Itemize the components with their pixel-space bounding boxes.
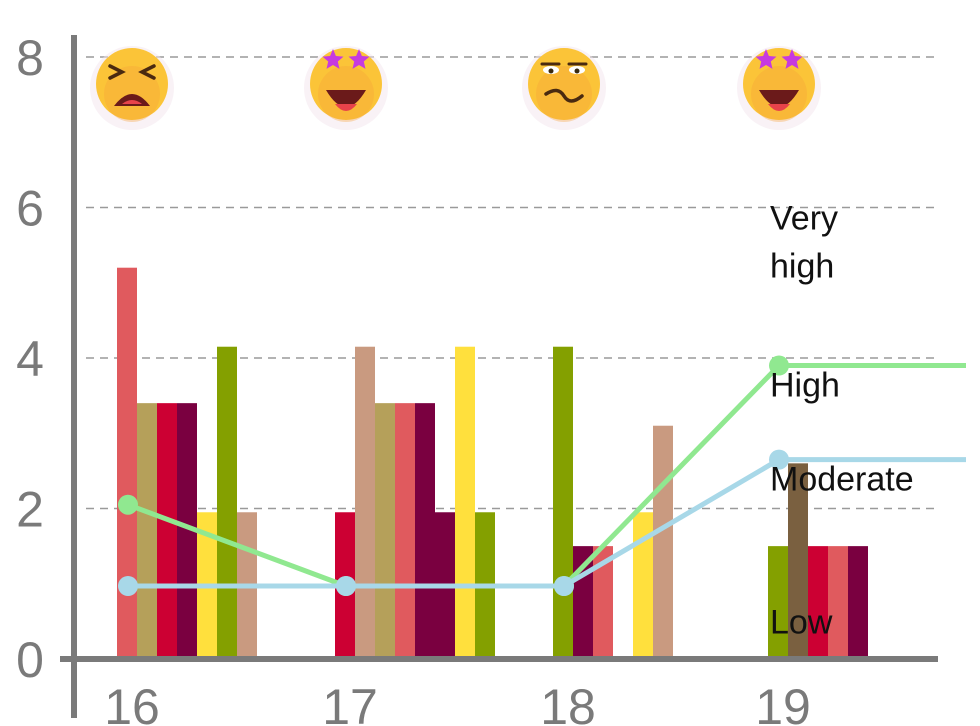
eye (138, 64, 156, 80)
bar (768, 546, 788, 659)
star-eye (755, 49, 777, 69)
bar (157, 403, 177, 659)
bar (848, 546, 868, 659)
bar (633, 512, 653, 659)
level-label: High (770, 366, 840, 404)
y-tick-label: 8 (16, 30, 44, 86)
bar (177, 403, 197, 659)
bar (553, 346, 573, 659)
y-tick-labels: 0 2 4 6 8 (16, 30, 44, 688)
axes (60, 35, 938, 718)
star-eye (322, 49, 344, 69)
series-point (336, 576, 356, 597)
level-label: Low (770, 603, 833, 641)
bar (375, 403, 395, 659)
emoji-face (528, 48, 600, 120)
y-tick-label: 2 (16, 482, 44, 538)
tongue (122, 100, 142, 104)
bar (117, 267, 137, 659)
series-point (769, 449, 789, 470)
series-lines (118, 355, 966, 597)
bars (117, 267, 868, 659)
bar (415, 403, 435, 659)
level-labels: Very high High Moderate Low (770, 199, 914, 641)
mouth (326, 90, 366, 107)
bar (788, 463, 808, 659)
bar (593, 546, 613, 659)
x-tick-label: 17 (322, 679, 378, 726)
bar (455, 346, 475, 659)
emoji-face (96, 48, 168, 120)
emoji-row (90, 46, 821, 130)
y-tick-label: 4 (16, 331, 44, 387)
level-label: Very high (770, 199, 838, 285)
series-point (769, 355, 789, 376)
mouth (759, 90, 799, 107)
eye (108, 64, 126, 80)
tongue (768, 104, 790, 111)
mouth (544, 88, 584, 103)
bar (828, 546, 848, 659)
star-eye (781, 49, 803, 69)
series-point (554, 576, 574, 597)
y-tick-label: 6 (16, 181, 44, 237)
tired-face-icon (90, 46, 174, 130)
bar (137, 403, 157, 659)
bar (355, 346, 375, 659)
bar (217, 346, 237, 659)
star-struck-icon (304, 46, 388, 130)
y-tick-label: 0 (16, 632, 44, 688)
bar (653, 425, 673, 659)
bar (808, 546, 828, 659)
x-tick-labels: 16 17 18 19 (104, 679, 811, 726)
bar (395, 403, 415, 659)
star-struck-icon (737, 46, 821, 130)
star-eye (348, 49, 370, 69)
pupil (548, 68, 554, 74)
pupil (574, 68, 580, 74)
woozy-face-icon (522, 46, 606, 130)
x-tick-label: 16 (104, 679, 160, 726)
x-tick-label: 19 (755, 679, 811, 726)
x-tick-label: 18 (540, 679, 596, 726)
series-point (118, 576, 138, 597)
level-label: Moderate (770, 460, 914, 498)
series-point (118, 494, 138, 515)
tongue (335, 104, 357, 111)
